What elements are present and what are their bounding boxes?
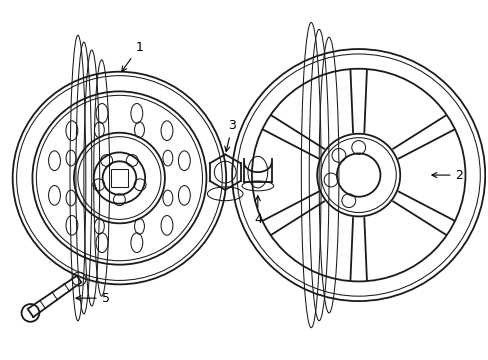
Text: 3: 3	[224, 120, 236, 152]
Text: 2: 2	[431, 168, 463, 181]
Text: 1: 1	[122, 41, 143, 71]
Text: 5: 5	[76, 292, 109, 305]
Bar	[110, 169, 128, 187]
Text: 4: 4	[253, 196, 261, 226]
